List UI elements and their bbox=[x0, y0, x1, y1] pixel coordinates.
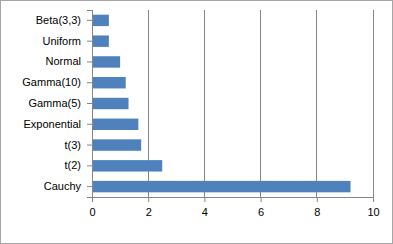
bars bbox=[92, 15, 351, 193]
y-tick-mark bbox=[87, 103, 92, 104]
y-tick: Exponential bbox=[24, 118, 93, 130]
bar bbox=[92, 35, 109, 46]
bar bbox=[92, 119, 138, 130]
x-tick: 6 bbox=[258, 197, 264, 218]
y-tick-mark bbox=[87, 20, 92, 21]
y-tick-label: Beta(3,3) bbox=[36, 14, 81, 26]
y-tick-label: Cauchy bbox=[44, 180, 82, 192]
grid bbox=[92, 10, 373, 197]
y-axis-line bbox=[87, 11, 93, 198]
x-tick: 2 bbox=[146, 197, 152, 218]
y-tick-label: Exponential bbox=[24, 118, 82, 130]
x-tick-mark bbox=[204, 197, 205, 202]
x-tick: 0 bbox=[89, 197, 95, 218]
y-tick: Gamma(5) bbox=[28, 97, 92, 109]
y-tick-mark bbox=[87, 186, 92, 187]
y-tick: t(3) bbox=[65, 139, 93, 151]
bar bbox=[92, 181, 351, 192]
y-tick-mark bbox=[87, 82, 92, 83]
y-tick-label: Gamma(5) bbox=[28, 97, 81, 109]
x-tick-mark bbox=[261, 197, 262, 202]
x-tick: 4 bbox=[202, 197, 208, 218]
grid-line bbox=[260, 10, 261, 197]
x-tick-mark bbox=[148, 197, 149, 202]
y-tick-label: Uniform bbox=[42, 35, 81, 47]
x-tick-label: 2 bbox=[146, 206, 152, 218]
chart: 0 2 4 6 8 10 Beta(3,3) Uniform Normal Gamma(10) Ga… bbox=[0, 0, 393, 244]
x-tick-label: 10 bbox=[367, 206, 379, 218]
y-tick: Beta(3,3) bbox=[36, 14, 92, 26]
x-axis-line bbox=[93, 198, 374, 203]
x-tick-label: 0 bbox=[89, 206, 95, 218]
grid-line bbox=[204, 10, 205, 197]
y-tick-mark bbox=[87, 145, 92, 146]
x-tick-label: 4 bbox=[202, 206, 208, 218]
y-tick-label: t(3) bbox=[65, 139, 82, 151]
bar bbox=[92, 139, 141, 150]
x-tick-mark bbox=[317, 197, 318, 202]
y-tick: Cauchy bbox=[44, 180, 92, 192]
grid-line bbox=[373, 10, 374, 197]
x-tick-mark bbox=[373, 197, 374, 202]
chart-border bbox=[1, 1, 393, 244]
bar bbox=[92, 56, 120, 67]
bar bbox=[92, 77, 126, 88]
x-tick: 8 bbox=[314, 197, 320, 218]
y-tick-mark bbox=[87, 61, 92, 62]
x-tick: 10 bbox=[367, 197, 379, 218]
bar bbox=[92, 160, 162, 171]
y-tick: t(2) bbox=[65, 159, 93, 171]
bar bbox=[92, 15, 109, 26]
y-tick-label: t(2) bbox=[65, 159, 82, 171]
x-tick-label: 6 bbox=[258, 206, 264, 218]
x-tick-label: 8 bbox=[314, 206, 320, 218]
y-tick: Normal bbox=[46, 55, 92, 67]
y-tick-mark bbox=[87, 41, 92, 42]
grid-line bbox=[316, 10, 317, 197]
x-axis: 0 2 4 6 8 10 bbox=[89, 197, 379, 218]
y-axis: Beta(3,3) Uniform Normal Gamma(10) Gamma(5) E… bbox=[22, 11, 92, 198]
y-tick: Uniform bbox=[42, 35, 92, 47]
y-tick-mark bbox=[87, 124, 92, 125]
y-tick-label: Gamma(10) bbox=[22, 76, 81, 88]
bar bbox=[92, 98, 129, 109]
plot-area: 0 2 4 6 8 10 Beta(3,3) Uniform Normal Gamma(10) Ga… bbox=[22, 10, 379, 218]
y-tick-label: Normal bbox=[46, 55, 81, 67]
y-tick-mark bbox=[87, 165, 92, 166]
y-tick: Gamma(10) bbox=[22, 76, 92, 88]
